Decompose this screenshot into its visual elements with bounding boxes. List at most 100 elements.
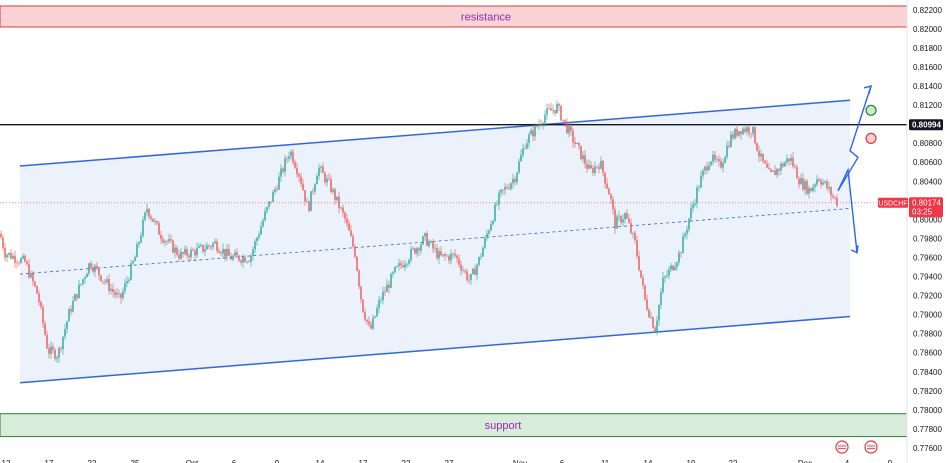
candle-body (292, 151, 294, 163)
candle-body (576, 142, 578, 145)
candle-body (38, 293, 40, 303)
candle-body (236, 252, 238, 256)
candle-body (566, 121, 568, 134)
candle-body (132, 261, 134, 264)
candle-body (276, 189, 278, 190)
price-tick-label: 0.78400 (913, 368, 942, 377)
candle-body (26, 261, 28, 265)
candle-body (686, 229, 688, 234)
forecast-arrow-down-icon[interactable] (837, 167, 858, 253)
price-tick-label: 0.78000 (913, 406, 942, 415)
candle-body (488, 230, 490, 234)
candle-body (172, 240, 174, 253)
candle-body (34, 281, 36, 287)
candle-body (260, 226, 262, 235)
candle-body (286, 158, 288, 160)
candle-body (386, 284, 388, 293)
support-zone[interactable] (0, 413, 908, 438)
candle-body (512, 178, 514, 184)
candle-body (262, 220, 264, 227)
candles-group (0, 100, 838, 363)
candle-body (122, 291, 124, 299)
price-tick-label: 0.78200 (913, 387, 942, 396)
candle-body (558, 103, 560, 106)
candle-body (684, 233, 686, 237)
time-tick-label: 22 (402, 459, 411, 463)
candle-body (402, 265, 404, 268)
candle-body (160, 234, 162, 240)
candle-body (280, 168, 282, 177)
channel-upper-line[interactable] (19, 99, 851, 167)
time-axis[interactable]: 12 17 22 25 Oct 6 9 14 17 22 27 Nov 6 11 14 19 22 Dec 4 9 (2, 459, 893, 463)
candle-body (552, 109, 554, 111)
short-target-circle-icon[interactable] (865, 132, 877, 145)
candle-body (498, 192, 500, 205)
candle-body (444, 254, 446, 256)
time-tick-label: 22 (729, 459, 738, 463)
channel-midline[interactable] (19, 208, 851, 275)
candle-body (136, 243, 138, 258)
candle-body (228, 248, 230, 256)
candle-body (460, 264, 462, 271)
candle-body (116, 293, 118, 295)
candle-body (600, 160, 602, 169)
candle-body (238, 255, 240, 261)
candle-body (596, 166, 598, 168)
candle-body (46, 334, 48, 349)
price-axis[interactable]: 0.82200 0.82000 0.81800 0.81600 0.81400 0.812… (913, 6, 942, 453)
candle-body (346, 218, 348, 224)
candle-body (534, 125, 536, 137)
candle-body (818, 179, 820, 181)
candle-body (824, 181, 826, 183)
candle-body (216, 241, 218, 251)
candle-body (770, 169, 772, 172)
time-tick-label: Dec (798, 459, 812, 463)
symbol-label: USDCHF (878, 200, 907, 207)
candle-body (782, 163, 784, 167)
time-tick-label: 19 (687, 459, 696, 463)
candle-body (478, 256, 480, 265)
price-tick-label: 0.80000 (913, 215, 942, 224)
candle-body (724, 157, 726, 163)
candle-body (710, 161, 712, 166)
candle-body (234, 252, 236, 256)
candle-body (562, 119, 564, 121)
candle-body (830, 187, 832, 196)
candle-body (358, 270, 360, 287)
candle-body (184, 248, 186, 254)
candle-body (220, 252, 222, 254)
candle-body (170, 239, 172, 241)
price-tick-label: 0.81200 (913, 101, 942, 110)
candle-body (522, 148, 524, 155)
candle-body (664, 276, 666, 278)
price-tick-label: 0.79600 (913, 253, 942, 262)
candle-body (102, 280, 104, 282)
candle-body (520, 154, 522, 162)
candle-body (654, 327, 656, 333)
candle-body (472, 268, 474, 274)
time-tick-label: 6 (232, 459, 237, 463)
flag-stripes-icon (838, 444, 846, 450)
candle-body (214, 241, 216, 244)
candle-body (430, 241, 432, 243)
channel-lower-line[interactable] (19, 315, 851, 384)
candle-body (166, 240, 168, 242)
candle-body (242, 257, 244, 263)
long-target-circle-icon[interactable] (865, 104, 877, 116)
candle-body (36, 286, 38, 294)
resistance-zone[interactable] (0, 5, 908, 28)
candle-body (748, 127, 750, 134)
candle-body (424, 233, 426, 237)
candle-body (504, 187, 506, 190)
candle-body (826, 181, 828, 189)
candle-body (476, 264, 478, 275)
candle-body (620, 216, 622, 223)
candle-body (692, 204, 694, 209)
candle-body (250, 255, 252, 262)
candle-body (676, 262, 678, 267)
candle-body (590, 165, 592, 169)
candle-body (768, 167, 770, 170)
candle-body (322, 166, 324, 174)
candle-body (786, 158, 788, 163)
